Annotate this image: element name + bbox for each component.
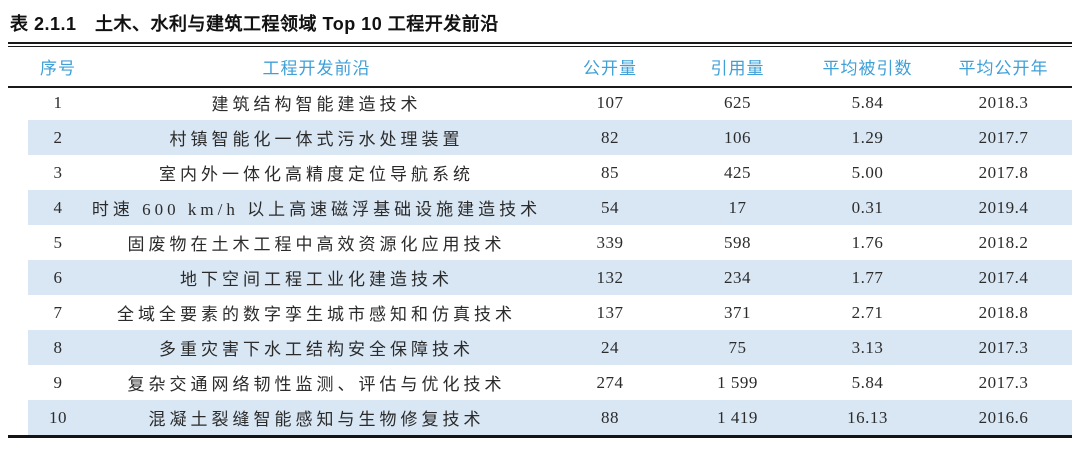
table-row: 10 混凝土裂缝智能感知与生物修复技术 88 1 419 16.13 2016.… bbox=[28, 400, 1072, 435]
cell-front-name: 混凝土裂缝智能感知与生物修复技术 bbox=[148, 410, 485, 429]
header-row: 序号 工程开发前沿 公开量 引用量 平均被引数 平均公开年 bbox=[28, 47, 1072, 85]
frontiers-table: 序号 工程开发前沿 公开量 引用量 平均被引数 平均公开年 1 建筑结构智能建造… bbox=[28, 47, 1072, 435]
cell-citations: 17 bbox=[728, 197, 747, 217]
table-row: 3 室内外一体化高精度定位导航系统 85 425 5.00 2017.8 bbox=[28, 155, 1072, 190]
cell-citations: 598 bbox=[724, 232, 751, 252]
cell-front-name: 地下空间工程工业化建造技术 bbox=[180, 270, 453, 289]
cell-citations: 371 bbox=[724, 302, 751, 322]
cell-published-count: 132 bbox=[596, 267, 624, 287]
cell-front-name: 全域全要素的数字孪生城市感知和仿真技术 bbox=[117, 305, 516, 324]
table-area: 序号 工程开发前沿 公开量 引用量 平均被引数 平均公开年 1 建筑结构智能建造… bbox=[8, 42, 1072, 438]
cell-avg-pub-year: 2017.8 bbox=[978, 162, 1029, 182]
caption-double-rule bbox=[8, 42, 1072, 47]
cell-front-name: 时速 600 km/h 以上高速磁浮基础设施建造技术 bbox=[91, 200, 542, 219]
cell-front-name: 多重灾害下水工结构安全保障技术 bbox=[159, 340, 474, 359]
cell-rank: 4 bbox=[53, 197, 63, 217]
cell-published-count: 274 bbox=[596, 372, 624, 392]
cell-avg-pub-year: 2017.3 bbox=[978, 372, 1029, 392]
table-row: 9 复杂交通网络韧性监测、评估与优化技术 274 1 599 5.84 2017… bbox=[28, 365, 1072, 400]
col-header-published-count: 公开量 bbox=[583, 58, 637, 78]
cell-front-name: 复杂交通网络韧性监测、评估与优化技术 bbox=[127, 375, 506, 394]
cell-published-count: 107 bbox=[596, 92, 624, 112]
cell-published-count: 339 bbox=[596, 232, 624, 252]
cell-citations: 425 bbox=[724, 162, 751, 182]
cell-published-count: 137 bbox=[596, 302, 624, 322]
cell-rank: 2 bbox=[53, 127, 63, 147]
cell-avg-citations: 16.13 bbox=[847, 407, 888, 427]
table-row: 5 固废物在土木工程中高效资源化应用技术 339 598 1.76 2018.2 bbox=[28, 225, 1072, 260]
report-page: 表 2.1.1 土木、水利与建筑工程领域 Top 10 工程开发前沿 序号 工程… bbox=[0, 13, 1080, 457]
col-header-citations: 引用量 bbox=[710, 58, 765, 78]
cell-published-count: 85 bbox=[601, 162, 619, 182]
cell-published-count: 54 bbox=[601, 197, 619, 217]
cell-rank: 3 bbox=[53, 162, 63, 182]
cell-avg-citations: 3.13 bbox=[851, 337, 884, 357]
cell-avg-pub-year: 2017.7 bbox=[978, 127, 1029, 147]
cell-rank: 8 bbox=[53, 337, 63, 357]
col-header-front-name: 工程开发前沿 bbox=[262, 58, 371, 78]
col-header-avg-citations: 平均被引数 bbox=[822, 58, 913, 78]
cell-front-name: 村镇智能化一体式污水处理装置 bbox=[169, 130, 464, 149]
cell-avg-pub-year: 2017.4 bbox=[978, 267, 1029, 287]
cell-citations: 106 bbox=[724, 127, 751, 147]
cell-avg-pub-year: 2019.4 bbox=[978, 197, 1029, 217]
cell-rank: 6 bbox=[53, 267, 63, 287]
cell-published-count: 24 bbox=[601, 337, 619, 357]
cell-avg-citations: 5.00 bbox=[851, 162, 884, 182]
table-caption: 表 2.1.1 土木、水利与建筑工程领域 Top 10 工程开发前沿 bbox=[10, 14, 499, 34]
cell-avg-citations: 1.77 bbox=[851, 267, 884, 287]
cell-avg-pub-year: 2017.3 bbox=[978, 337, 1029, 357]
cell-avg-citations: 5.84 bbox=[851, 372, 884, 392]
cell-published-count: 88 bbox=[601, 407, 619, 427]
table-row: 6 地下空间工程工业化建造技术 132 234 1.77 2017.4 bbox=[28, 260, 1072, 295]
cell-avg-citations: 1.29 bbox=[851, 127, 884, 147]
cell-rank: 7 bbox=[53, 302, 63, 322]
cell-rank: 1 bbox=[53, 92, 63, 112]
cell-rank: 5 bbox=[53, 232, 63, 252]
col-header-rank: 序号 bbox=[40, 58, 76, 78]
table-row: 8 多重灾害下水工结构安全保障技术 24 75 3.13 2017.3 bbox=[28, 330, 1072, 365]
cell-avg-pub-year: 2018.8 bbox=[978, 302, 1029, 322]
cell-avg-citations: 0.31 bbox=[851, 197, 884, 217]
cell-published-count: 82 bbox=[601, 127, 619, 147]
cell-avg-citations: 1.76 bbox=[851, 232, 884, 252]
cell-avg-pub-year: 2016.6 bbox=[978, 407, 1029, 427]
cell-front-name: 室内外一体化高精度定位导航系统 bbox=[159, 165, 474, 184]
cell-citations: 1 599 bbox=[717, 372, 758, 392]
cell-avg-pub-year: 2018.3 bbox=[978, 92, 1029, 112]
table-row: 7 全域全要素的数字孪生城市感知和仿真技术 137 371 2.71 2018.… bbox=[28, 295, 1072, 330]
cell-citations: 234 bbox=[724, 267, 751, 287]
cell-avg-citations: 5.84 bbox=[851, 92, 884, 112]
cell-avg-pub-year: 2018.2 bbox=[978, 232, 1029, 252]
table-row: 4 时速 600 km/h 以上高速磁浮基础设施建造技术 54 17 0.31 … bbox=[28, 190, 1072, 225]
cell-rank: 10 bbox=[49, 407, 67, 427]
cell-front-name: 建筑结构智能建造技术 bbox=[211, 95, 422, 114]
col-header-avg-pub-year: 平均公开年 bbox=[958, 58, 1049, 78]
table-bottom-rule bbox=[8, 435, 1072, 438]
table-row: 2 村镇智能化一体式污水处理装置 82 106 1.29 2017.7 bbox=[28, 120, 1072, 155]
cell-front-name: 固废物在土木工程中高效资源化应用技术 bbox=[127, 235, 506, 254]
cell-avg-citations: 2.71 bbox=[851, 302, 884, 322]
header-bottom-rule bbox=[8, 85, 1072, 88]
cell-citations: 1 419 bbox=[717, 407, 758, 427]
cell-citations: 75 bbox=[728, 337, 747, 357]
cell-citations: 625 bbox=[724, 92, 751, 112]
cell-rank: 9 bbox=[53, 372, 63, 392]
table-row: 1 建筑结构智能建造技术 107 625 5.84 2018.3 bbox=[28, 85, 1072, 120]
